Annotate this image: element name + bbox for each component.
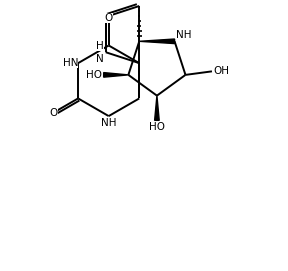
Text: O: O (105, 12, 113, 22)
Polygon shape (139, 39, 175, 44)
Text: HO: HO (149, 122, 165, 132)
Text: HN: HN (62, 58, 78, 68)
Text: N: N (96, 54, 104, 64)
Text: NH: NH (176, 30, 192, 40)
Text: H: H (96, 41, 104, 51)
Text: HO: HO (86, 70, 102, 80)
Text: NH: NH (101, 118, 116, 128)
Polygon shape (104, 73, 128, 77)
Text: O: O (50, 108, 58, 118)
Polygon shape (155, 96, 159, 120)
Text: OH: OH (214, 66, 230, 76)
